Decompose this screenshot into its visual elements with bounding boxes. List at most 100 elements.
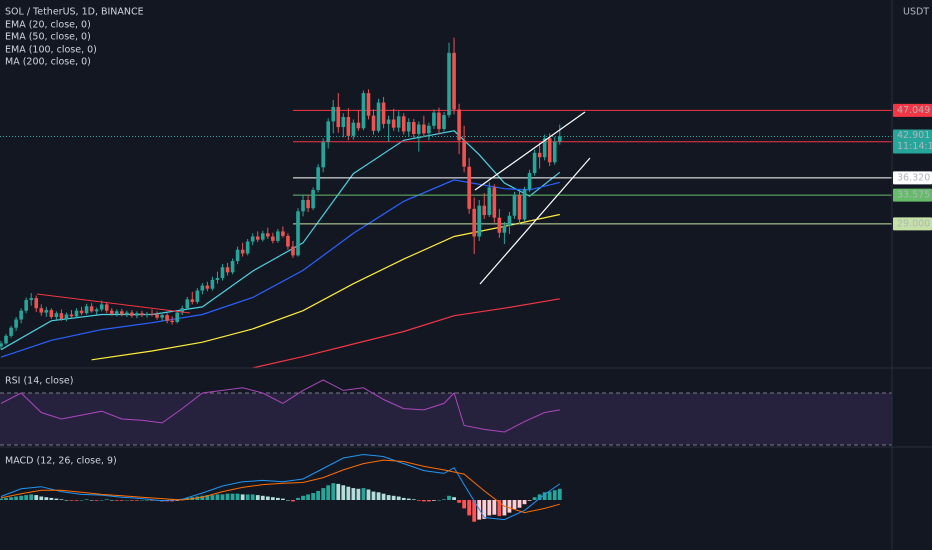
level-tag bbox=[893, 188, 932, 202]
candle-body bbox=[477, 205, 482, 237]
level-label: 36.320 bbox=[897, 172, 930, 183]
candle-body bbox=[74, 310, 79, 317]
candle-body bbox=[427, 125, 431, 134]
candle-body bbox=[145, 313, 149, 316]
candle-body bbox=[24, 300, 28, 311]
candle-body bbox=[507, 215, 512, 226]
candle-body bbox=[109, 310, 114, 314]
histogram-bar bbox=[200, 495, 205, 501]
candle-body bbox=[64, 314, 69, 319]
candle-body bbox=[417, 124, 421, 134]
candle-body bbox=[517, 194, 522, 220]
histogram-bar bbox=[331, 483, 336, 501]
candle-body bbox=[452, 52, 456, 110]
histogram-bar bbox=[114, 500, 119, 501]
histogram-bar bbox=[537, 494, 542, 501]
histogram-bar bbox=[457, 500, 461, 503]
histogram-bar bbox=[59, 499, 64, 501]
histogram-bar bbox=[210, 495, 215, 501]
candle-body bbox=[175, 312, 179, 323]
candle-body bbox=[190, 299, 195, 302]
histogram-bar bbox=[140, 500, 144, 501]
candle-body bbox=[140, 313, 144, 316]
histogram-bar bbox=[240, 494, 245, 501]
candle-body bbox=[180, 308, 185, 313]
histogram-bar bbox=[44, 497, 49, 501]
candle-body bbox=[381, 102, 386, 124]
candle-body bbox=[502, 225, 507, 233]
candle-body bbox=[39, 308, 44, 313]
candle-body bbox=[160, 315, 164, 318]
candle-body bbox=[276, 231, 280, 241]
level-tag bbox=[893, 103, 932, 117]
candle-body bbox=[205, 285, 210, 289]
candle-body bbox=[69, 314, 74, 317]
histogram-bar bbox=[487, 500, 492, 516]
candle-body bbox=[266, 233, 270, 237]
histogram-bar bbox=[79, 500, 84, 501]
histogram-bar bbox=[411, 499, 416, 501]
histogram-bar bbox=[421, 500, 426, 502]
histogram-bar bbox=[351, 488, 356, 501]
last-price-tag bbox=[893, 129, 932, 154]
histogram-bar bbox=[447, 495, 451, 501]
histogram-bar bbox=[296, 497, 300, 501]
histogram-bar bbox=[381, 493, 386, 501]
candle-body bbox=[150, 313, 154, 315]
histogram-bar bbox=[89, 500, 94, 501]
histogram-bar bbox=[532, 497, 537, 501]
candle-body bbox=[210, 279, 215, 289]
histogram-bar bbox=[326, 485, 331, 501]
candle-body bbox=[411, 122, 416, 134]
histogram-bar bbox=[527, 500, 532, 501]
histogram-bar bbox=[270, 497, 275, 501]
histogram-bar bbox=[371, 491, 376, 501]
histogram-bar bbox=[150, 500, 154, 501]
candle-body bbox=[366, 93, 371, 116]
candle-body bbox=[406, 122, 411, 132]
candle-body bbox=[356, 122, 361, 129]
histogram-bar bbox=[406, 498, 411, 501]
candle-body bbox=[14, 319, 18, 328]
histogram-bar bbox=[124, 500, 129, 501]
candle-body bbox=[447, 52, 451, 116]
candle-body bbox=[59, 313, 64, 319]
histogram-bar bbox=[84, 499, 89, 501]
candle-body bbox=[522, 189, 527, 220]
histogram-bar bbox=[29, 494, 34, 501]
histogram-bar bbox=[547, 491, 552, 501]
level-label: 47.049 bbox=[897, 105, 930, 116]
candle-body bbox=[240, 249, 245, 254]
histogram-bar bbox=[54, 498, 59, 501]
candle-body bbox=[79, 310, 84, 314]
level-tag bbox=[893, 171, 932, 185]
histogram-bar bbox=[4, 497, 8, 501]
candle-body bbox=[235, 249, 240, 262]
candle-body bbox=[396, 116, 401, 128]
histogram-bar bbox=[517, 500, 522, 508]
histogram-bar bbox=[19, 495, 24, 501]
histogram-bar bbox=[255, 495, 260, 501]
candle-body bbox=[155, 314, 159, 318]
histogram-bar bbox=[502, 500, 507, 516]
histogram-bar bbox=[129, 500, 134, 501]
ma-line bbox=[252, 298, 560, 369]
histogram-bar bbox=[482, 500, 487, 519]
histogram-bar bbox=[361, 488, 366, 501]
histogram-bar bbox=[336, 483, 341, 501]
macd-line bbox=[0, 459, 560, 514]
histogram-bar bbox=[507, 500, 512, 513]
histogram-bar bbox=[99, 500, 104, 501]
histogram-bar bbox=[260, 495, 265, 501]
histogram-bar bbox=[346, 486, 351, 501]
histogram-bar bbox=[452, 497, 456, 501]
level-tag bbox=[893, 217, 932, 231]
candle-body bbox=[331, 106, 336, 122]
candle-body bbox=[120, 311, 124, 315]
countdown: 11:14:19 bbox=[897, 141, 932, 152]
histogram-bar bbox=[286, 500, 290, 501]
candle-body bbox=[185, 299, 190, 309]
candle-body bbox=[306, 200, 310, 209]
histogram-bar bbox=[306, 494, 310, 501]
candle-body bbox=[44, 310, 49, 313]
